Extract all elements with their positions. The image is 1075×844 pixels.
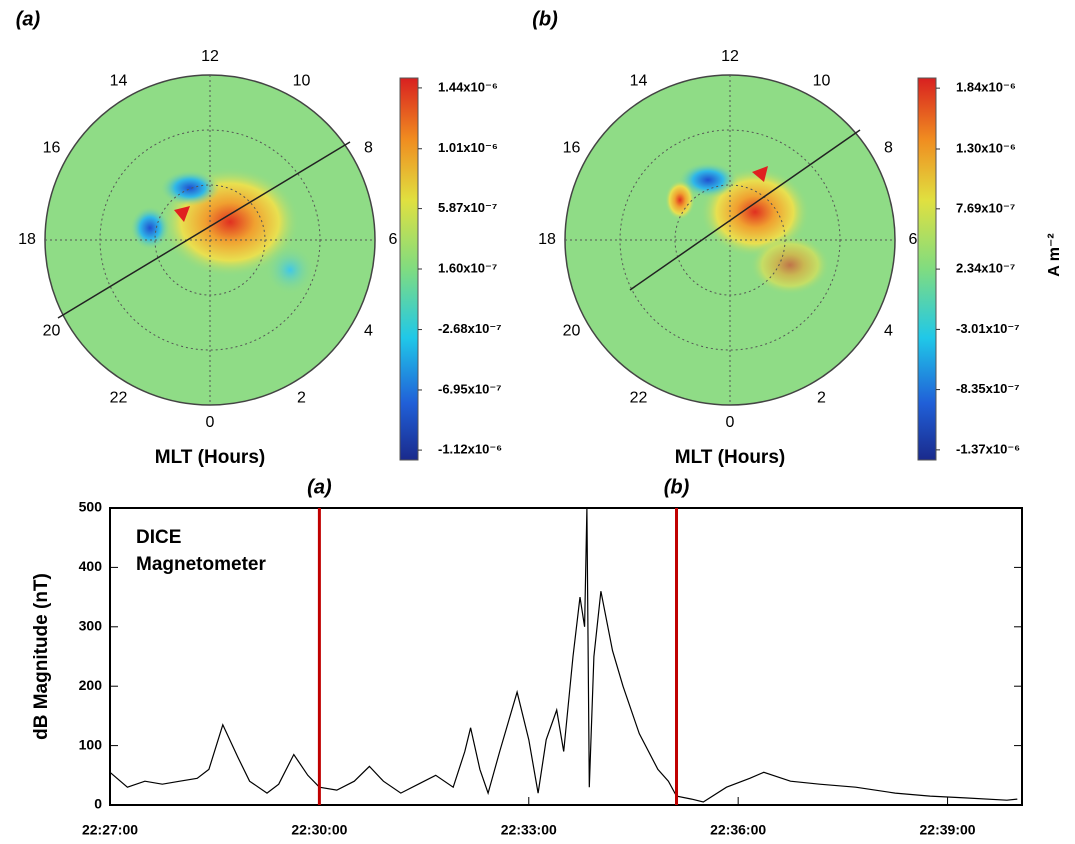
- mlt-tick-label: 8: [364, 140, 373, 157]
- polar-decor-a: [44, 74, 376, 406]
- colorbar-tick-label: 2.34x10⁻⁷: [956, 261, 1015, 276]
- mlt-tick-label: 22: [110, 390, 128, 407]
- annotation: DICE: [136, 527, 181, 548]
- y-tick-label: 300: [79, 618, 103, 634]
- x-tick-label: 22:36:00: [710, 822, 766, 838]
- event-label: (b): [664, 476, 690, 498]
- colorbar-tick-label: 1.84x10⁻⁶: [956, 80, 1016, 95]
- y-tick-label: 400: [79, 558, 103, 574]
- colorbar-tick-label: 1.60x10⁻⁷: [438, 260, 497, 275]
- mlt-tick-label: 6: [389, 231, 398, 248]
- mlt-tick-label: 20: [43, 323, 61, 340]
- x-tick-label: 22:27:00: [82, 822, 138, 838]
- mlt-tick-label: 6: [909, 231, 918, 248]
- y-tick-label: 200: [79, 677, 103, 693]
- panel-label: (a): [16, 8, 41, 30]
- colorbar-tick-label: 1.30x10⁻⁶: [956, 140, 1016, 155]
- colorbar-tick-label: -2.68x10⁻⁷: [438, 321, 502, 336]
- mlt-tick-label: 16: [563, 140, 581, 157]
- polar-decor-b: [564, 74, 896, 406]
- colorbar-label: A m⁻²: [1046, 233, 1063, 276]
- mlt-tick-label: 10: [813, 73, 831, 90]
- y-tick-label: 0: [94, 796, 102, 812]
- mlt-tick-label: 0: [726, 414, 735, 431]
- x-tick-label: 22:30:00: [291, 822, 347, 838]
- mlt-tick-label: 22: [630, 390, 648, 407]
- mlt-tick-label: 18: [18, 231, 36, 248]
- x-tick-label: 22:33:00: [501, 822, 557, 838]
- colorbar: [399, 77, 419, 461]
- y-axis-label: dB Magnitude (nT): [31, 573, 52, 740]
- mlt-tick-label: 14: [630, 73, 648, 90]
- x-axis-label: MLT (Hours): [155, 447, 265, 468]
- mlt-tick-label: 8: [884, 140, 893, 157]
- event-label: (a): [307, 476, 332, 498]
- x-tick-label: 22:39:00: [920, 822, 976, 838]
- mlt-tick-label: 12: [721, 48, 739, 65]
- mlt-tick-label: 16: [43, 140, 61, 157]
- colorbar-tick-label: 1.01x10⁻⁶: [438, 140, 498, 155]
- colorbar-tick-label: -6.95x10⁻⁷: [438, 381, 502, 396]
- mlt-tick-label: 4: [884, 323, 893, 340]
- y-tick-label: 100: [79, 736, 103, 752]
- mlt-tick-label: 18: [538, 231, 556, 248]
- colorbar-tick-label: 1.44x10⁻⁶: [438, 79, 498, 94]
- x-axis-label: MLT (Hours): [675, 447, 785, 468]
- mlt-tick-label: 12: [201, 48, 219, 65]
- annotation: Magnetometer: [136, 554, 266, 575]
- mlt-tick-label: 2: [817, 390, 826, 407]
- mlt-tick-label: 14: [110, 73, 128, 90]
- colorbar-tick-label: -1.12x10⁻⁶: [438, 442, 502, 457]
- colorbar-tick-label: -8.35x10⁻⁷: [956, 381, 1020, 396]
- colorbar-tick-label: 7.69x10⁻⁷: [956, 200, 1015, 215]
- mlt-tick-label: 2: [297, 390, 306, 407]
- colorbar-tick-label: -1.37x10⁻⁶: [956, 441, 1020, 456]
- colorbar-tick-label: -3.01x10⁻⁷: [956, 321, 1020, 336]
- mlt-tick-label: 20: [563, 323, 581, 340]
- colorbar: [917, 77, 937, 461]
- y-tick-label: 500: [79, 499, 103, 515]
- data-line: [109, 507, 1018, 803]
- mlt-tick-label: 4: [364, 323, 373, 340]
- colorbar-tick-label: 5.87x10⁻⁷: [438, 200, 497, 215]
- mlt-tick-label: 10: [293, 73, 311, 90]
- plot-frame: [109, 507, 1023, 806]
- mlt-tick-label: 0: [206, 414, 215, 431]
- panel-label: (b): [532, 8, 558, 30]
